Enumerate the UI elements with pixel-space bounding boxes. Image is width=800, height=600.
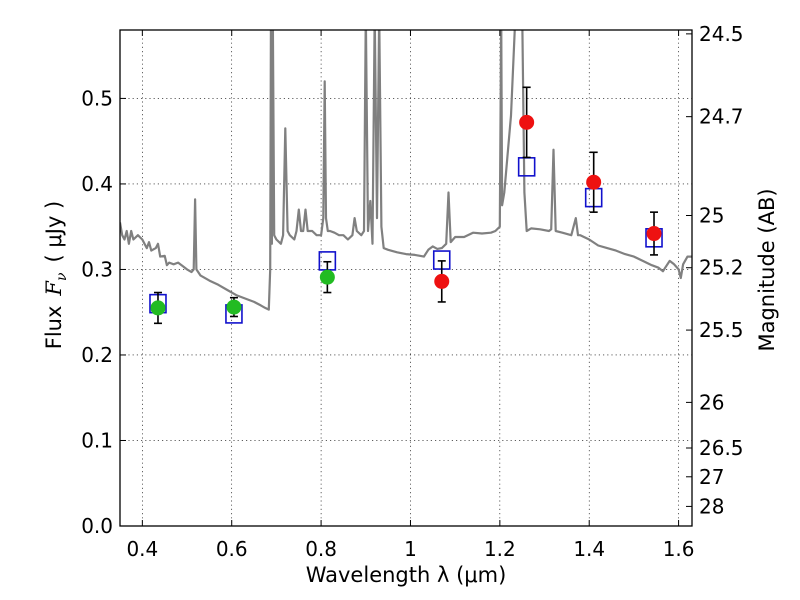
model-point (517, 157, 536, 177)
x-tick-label: 1.4 (573, 537, 605, 561)
y-tick-label: 0.3 (81, 257, 113, 281)
nir-observed-point (519, 114, 535, 130)
optical-observed-point (226, 299, 242, 315)
y-axis-label: FluxFν( μJy ) (42, 201, 70, 349)
x-tick-label: 0.6 (216, 537, 248, 561)
error-bars (153, 86, 659, 325)
y-tick-label: 0.2 (81, 343, 113, 367)
x-tick-label: 1.2 (484, 537, 516, 561)
magnitude-axis-ticks: 24.5 24.7 25 25.2 25.5 26 26.5 27 28 (686, 22, 744, 518)
model-points (149, 157, 663, 324)
optical-observed-point (319, 269, 335, 285)
magnitude-tick-label: 26 (699, 390, 724, 414)
y-axis-ticks: 0.0 0.1 0.2 0.3 0.4 0.5 (81, 86, 126, 538)
magnitude-tick-label: 25.5 (699, 318, 744, 342)
template-spectrum (120, 30, 692, 311)
x-tick-label: 1.6 (663, 537, 695, 561)
magnitude-tick-label: 24.5 (699, 22, 744, 46)
magnitude-axis-label: Magnitude (AB) (755, 188, 779, 351)
template-spectrum-line (120, 30, 692, 311)
optical-observed-point (150, 300, 166, 316)
y-tick-label: 0.0 (81, 514, 113, 538)
x-tick-label: 0.4 (126, 537, 158, 561)
nir-observed-point (586, 174, 602, 190)
y-tick-label: 0.5 (81, 86, 113, 110)
y-tick-label: 0.1 (81, 428, 113, 452)
magnitude-tick-label: 25 (699, 203, 724, 227)
magnitude-tick-label: 25.2 (699, 256, 744, 280)
x-axis-ticks: 0.4 0.6 0.8 1 1.2 1.4 1.6 (126, 30, 695, 561)
x-axis-label: Wavelength λ (μm) (306, 563, 507, 587)
nir-observed-point (646, 226, 662, 242)
x-tick-label: 1 (404, 537, 417, 561)
y-tick-label: 0.4 (81, 172, 113, 196)
magnitude-tick-label: 27 (699, 465, 724, 489)
plot-frame (119, 29, 693, 527)
x-tick-label: 0.8 (305, 537, 337, 561)
magnitude-tick-label: 28 (699, 494, 724, 518)
nir-observed-point (434, 273, 450, 289)
magnitude-tick-label: 26.5 (699, 436, 744, 460)
observed-points (150, 114, 662, 316)
magnitude-tick-label: 24.7 (699, 105, 744, 129)
